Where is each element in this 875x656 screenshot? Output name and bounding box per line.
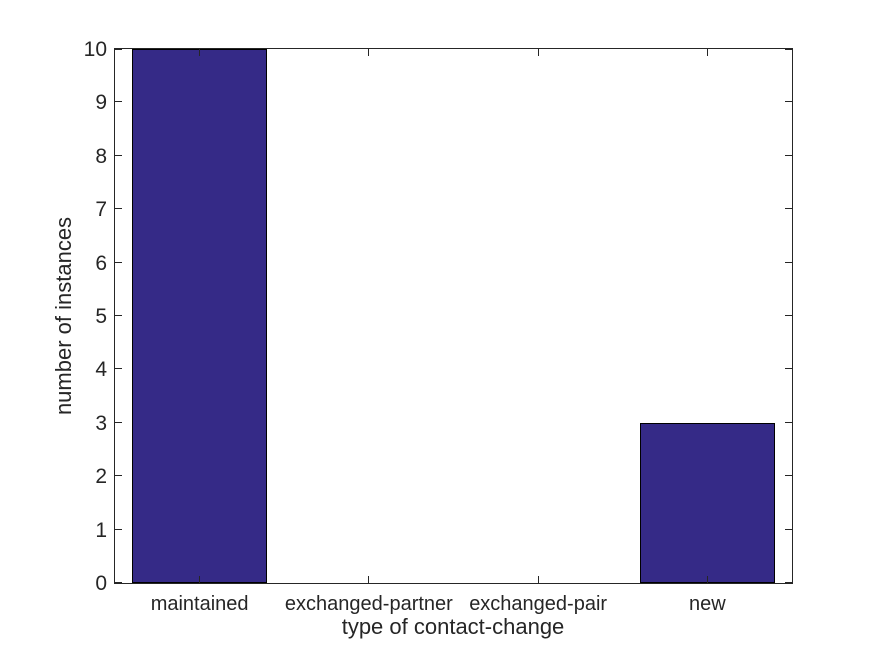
y-tick-label: 5: [95, 305, 107, 328]
y-tick-right: [785, 208, 792, 210]
y-tick-right: [785, 421, 792, 423]
x-tick-top: [199, 49, 201, 56]
y-tick-label: 0: [95, 572, 107, 595]
x-tick-label-exchanged-partner: exchanged-partner: [284, 593, 453, 615]
y-tick-right: [785, 315, 792, 316]
y-tick-left: [115, 582, 122, 583]
x-tick-bottom: [199, 576, 201, 583]
y-tick-label: 6: [95, 251, 107, 275]
x-tick-label-new: new: [689, 593, 726, 615]
y-tick-right: [785, 582, 792, 583]
x-tick-label-exchanged-pair: exchanged-pair: [469, 593, 608, 615]
y-tick-label: 2: [95, 465, 107, 489]
y-tick-right: [785, 528, 792, 530]
y-tick-right: [785, 261, 792, 263]
y-tick-left: [115, 154, 122, 156]
y-tick-label: 8: [95, 144, 107, 168]
y-tick-right: [785, 49, 792, 50]
y-tick-left: [115, 208, 122, 210]
bar-new: [639, 422, 776, 583]
y-tick-label: 3: [95, 411, 107, 435]
x-tick-top: [706, 49, 708, 56]
y-tick-left: [115, 368, 122, 370]
y-tick-right: [785, 101, 792, 103]
y-tick-left: [115, 528, 122, 530]
x-tick-bottom: [368, 576, 370, 583]
x-tick-bottom: [537, 576, 539, 583]
y-tick-left: [115, 261, 122, 263]
y-tick-right: [785, 475, 792, 477]
x-axis-label: type of contact-change: [341, 614, 565, 639]
y-tick-label: 7: [95, 198, 107, 222]
x-tick-bottom: [706, 576, 708, 583]
y-tick-right: [785, 368, 792, 370]
y-tick-left: [115, 49, 122, 50]
bar-maintained: [131, 49, 268, 583]
y-tick-left: [115, 101, 122, 103]
x-tick-top: [537, 49, 539, 56]
plot-area: [114, 48, 793, 584]
y-tick-label: 1: [95, 518, 107, 542]
y-tick-label: 4: [95, 358, 107, 382]
y-tick-label: 10: [83, 38, 107, 61]
y-tick-right: [785, 154, 792, 156]
y-tick-left: [115, 421, 122, 423]
y-tick-label: 9: [95, 91, 107, 115]
y-tick-left: [115, 475, 122, 477]
y-tick-left: [115, 315, 122, 316]
x-tick-label-maintained: maintained: [150, 593, 249, 615]
y-axis-label: number of instances: [51, 216, 76, 416]
x-tick-top: [368, 49, 370, 56]
